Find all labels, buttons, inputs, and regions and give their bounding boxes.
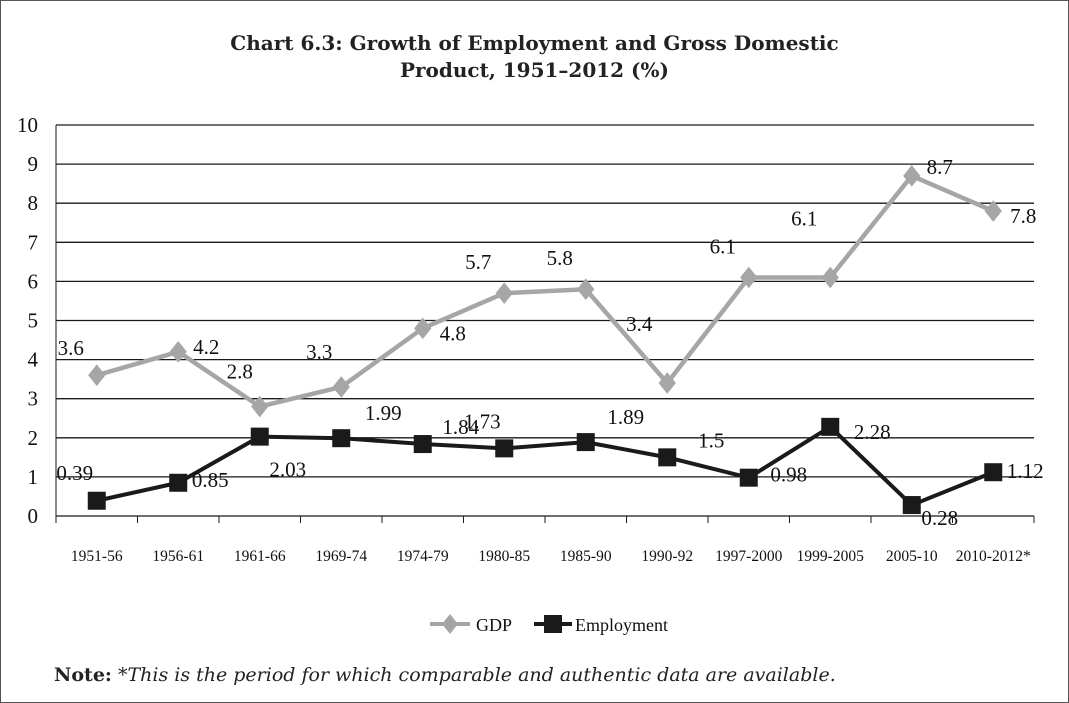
line-chart: 0 1 2 3 4 5 6 7 8 9 10 1951-56 1956-61 1961-66 1969-74… — [17, 113, 1044, 635]
gdp-point — [577, 278, 595, 301]
y-tick-label: 4 — [28, 348, 39, 372]
legend-employment-marker — [544, 615, 562, 633]
x-tick-label: 2005-10 — [886, 548, 938, 565]
employment-point — [576, 433, 595, 452]
gdp-data-label: 8.7 — [927, 155, 953, 179]
gdp-point — [821, 266, 839, 289]
y-tick-label: 1 — [28, 465, 39, 489]
employment-data-label: 1.73 — [464, 409, 501, 433]
y-tick-label: 6 — [28, 269, 39, 293]
y-tick-label: 3 — [28, 387, 39, 411]
gdp-data-label: 3.6 — [58, 336, 84, 360]
x-tick-label: 1985-90 — [560, 548, 612, 565]
employment-point — [87, 491, 106, 510]
gdp-data-label: 4.8 — [440, 321, 466, 345]
legend-employment-label: Employment — [575, 615, 668, 635]
y-tick-label: 5 — [28, 309, 39, 333]
employment-data-label: 0.39 — [56, 461, 93, 485]
gdp-data-label: 3.4 — [626, 312, 653, 336]
x-tick-label: 1999-2005 — [797, 548, 864, 565]
y-tick-label: 8 — [28, 191, 39, 215]
employment-point — [332, 429, 351, 448]
employment-point — [250, 427, 269, 446]
employment-point — [658, 448, 677, 467]
x-tick-label: 1951-56 — [71, 548, 123, 565]
gdp-point — [332, 376, 350, 398]
gdp-data-label: 5.7 — [465, 250, 491, 274]
gdp-data-label: 7.8 — [1010, 204, 1036, 228]
gdp-data-label: 5.8 — [547, 246, 573, 270]
x-tick-label: 1980-85 — [478, 548, 530, 565]
x-tick-label: 1974-79 — [397, 548, 449, 565]
note-label: Note: — [54, 664, 112, 686]
gdp-point — [169, 340, 187, 363]
gdp-data-label: 2.8 — [227, 360, 253, 384]
employment-data-label: 0.85 — [192, 468, 229, 492]
chart-title-line-2: Product, 1951–2012 (%) — [399, 58, 669, 82]
y-tick-label: 0 — [28, 504, 39, 528]
gdp-point — [903, 165, 921, 187]
gdp-data-label: 6.1 — [710, 234, 736, 258]
x-tick-label: 2010-2012* — [956, 548, 1031, 565]
y-tick-label: 2 — [28, 426, 39, 450]
employment-data-label: 1.12 — [1007, 459, 1044, 483]
x-tick-label: 1990-92 — [641, 548, 693, 565]
legend-gdp-label: GDP — [476, 615, 512, 635]
gdp-point — [658, 372, 676, 394]
chart-title: Chart 6.3: Growth of Employment and Gros… — [0, 30, 1069, 84]
employment-point — [821, 417, 840, 436]
gdp-point — [984, 200, 1002, 222]
employment-point — [169, 473, 188, 492]
gdp-point — [495, 282, 513, 304]
employment-data-label: 1.99 — [365, 401, 402, 425]
y-tick-label: 10 — [17, 113, 38, 137]
employment-data-label: 1.89 — [607, 405, 644, 429]
employment-point — [902, 496, 921, 515]
chart-title-line-1: Chart 6.3: Growth of Employment and Gros… — [230, 31, 839, 55]
employment-data-label: 1.84 — [442, 415, 479, 439]
x-tick-label: 1997-2000 — [715, 548, 782, 565]
gdp-point — [740, 266, 758, 289]
y-tick-label: 9 — [28, 152, 39, 176]
employment-point — [984, 463, 1003, 482]
footnote: Note: *This is the period for which comp… — [54, 664, 836, 686]
employment-point — [413, 435, 432, 454]
x-tick-label: 1969-74 — [315, 548, 367, 565]
y-tick-label: 7 — [28, 230, 39, 254]
employment-data-label: 1.5 — [698, 428, 724, 452]
employment-point — [495, 439, 514, 458]
series-line-gdp — [96, 173, 995, 409]
x-tick-label: 1961-66 — [234, 548, 286, 565]
gdp-point — [251, 395, 269, 418]
series-line-employment — [96, 424, 994, 508]
gdp-data-label: 6.1 — [791, 206, 817, 230]
legend-gdp-marker — [442, 614, 458, 634]
employment-data-label: 2.03 — [269, 458, 306, 482]
employment-data-label: 2.28 — [854, 420, 891, 444]
note-text: *This is the period for which comparable… — [111, 664, 836, 686]
employment-data-label: 0.28 — [921, 506, 958, 530]
gdp-point — [88, 364, 106, 387]
gdp-data-label: 4.2 — [193, 335, 219, 359]
employment-data-label: 0.98 — [770, 463, 807, 487]
gdp-point — [414, 317, 432, 340]
gdp-data-label: 3.3 — [306, 340, 332, 364]
x-tick-label: 1956-61 — [152, 548, 204, 565]
employment-point — [739, 468, 758, 487]
